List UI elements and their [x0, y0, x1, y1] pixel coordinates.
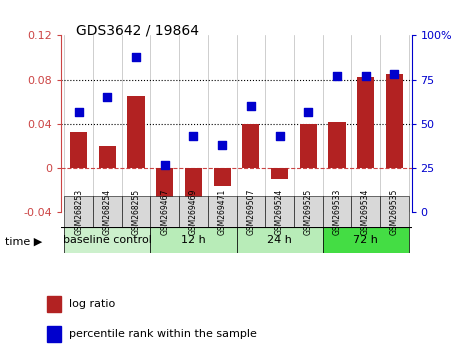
Bar	[299, 124, 317, 168]
Text: 24 h: 24 h	[267, 235, 292, 245]
Bar	[99, 146, 116, 168]
Point	[75, 109, 82, 114]
FancyBboxPatch shape	[150, 227, 236, 253]
FancyBboxPatch shape	[122, 196, 150, 227]
Point	[219, 142, 226, 148]
Point	[247, 103, 254, 109]
Text: GSM269534: GSM269534	[361, 188, 370, 235]
FancyBboxPatch shape	[179, 196, 208, 227]
Text: percentile rank within the sample: percentile rank within the sample	[69, 329, 256, 339]
Text: GDS3642 / 19864: GDS3642 / 19864	[76, 23, 199, 37]
Text: 12 h: 12 h	[181, 235, 206, 245]
FancyBboxPatch shape	[265, 196, 294, 227]
FancyBboxPatch shape	[208, 196, 236, 227]
Bar	[47, 326, 61, 342]
Point	[132, 54, 140, 59]
FancyBboxPatch shape	[380, 196, 409, 227]
FancyBboxPatch shape	[236, 196, 265, 227]
Point	[305, 109, 312, 114]
Bar	[385, 74, 403, 168]
FancyBboxPatch shape	[64, 196, 93, 227]
Text: GSM269471: GSM269471	[218, 188, 227, 235]
Text: GSM269535: GSM269535	[390, 188, 399, 235]
Text: GSM268254: GSM268254	[103, 188, 112, 235]
Text: time ▶: time ▶	[5, 236, 42, 247]
Text: GSM269525: GSM269525	[304, 188, 313, 235]
Text: GSM269524: GSM269524	[275, 188, 284, 235]
Text: GSM269467: GSM269467	[160, 188, 169, 235]
Bar	[357, 78, 374, 168]
Bar	[47, 296, 61, 312]
Point	[276, 133, 283, 139]
Point	[190, 133, 197, 139]
Text: baseline control: baseline control	[63, 235, 152, 245]
Bar	[328, 122, 345, 168]
Text: GSM269469: GSM269469	[189, 188, 198, 235]
FancyBboxPatch shape	[351, 196, 380, 227]
Text: GSM269533: GSM269533	[333, 188, 342, 235]
Text: GSM268255: GSM268255	[131, 188, 140, 235]
Bar	[242, 124, 260, 168]
Point	[161, 162, 168, 167]
Point	[104, 95, 111, 100]
Point	[391, 72, 398, 77]
Text: GSM269507: GSM269507	[246, 188, 255, 235]
Point	[333, 73, 341, 79]
Text: log ratio: log ratio	[69, 299, 115, 309]
Point	[362, 73, 369, 79]
Bar	[156, 168, 174, 221]
FancyBboxPatch shape	[323, 196, 351, 227]
Bar	[185, 168, 202, 199]
FancyBboxPatch shape	[323, 227, 409, 253]
FancyBboxPatch shape	[236, 227, 323, 253]
FancyBboxPatch shape	[294, 196, 323, 227]
Text: 72 h: 72 h	[353, 235, 378, 245]
FancyBboxPatch shape	[93, 196, 122, 227]
Text: GSM268253: GSM268253	[74, 188, 83, 235]
FancyBboxPatch shape	[150, 196, 179, 227]
Bar	[213, 168, 231, 186]
FancyBboxPatch shape	[64, 227, 150, 253]
Bar	[128, 96, 145, 168]
Bar	[271, 168, 288, 179]
Bar	[70, 132, 88, 168]
